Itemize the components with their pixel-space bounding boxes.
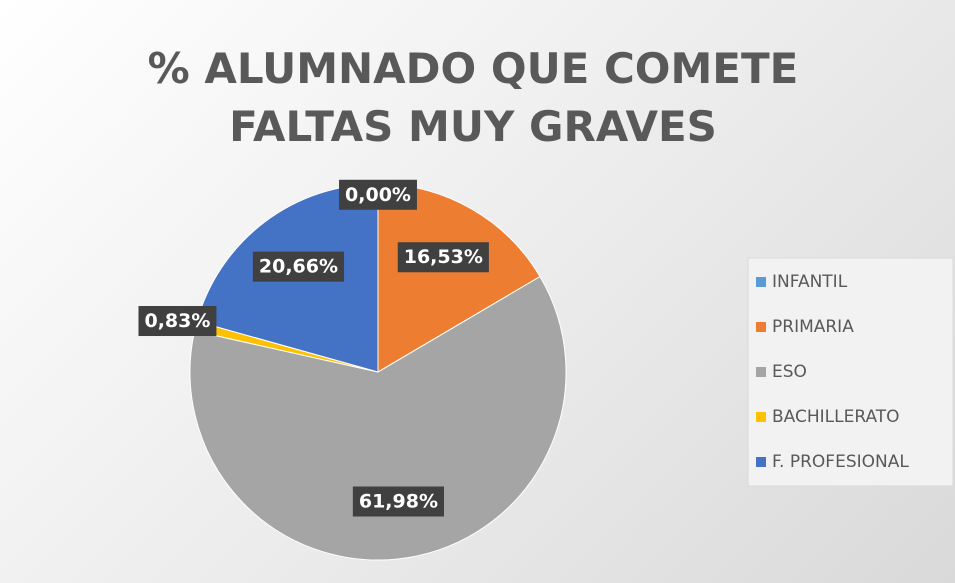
data-label-box <box>252 251 345 282</box>
legend-swatch <box>756 412 766 422</box>
legend-label: ESO <box>772 362 807 382</box>
data-label-text: 61,98% <box>359 491 438 513</box>
legend-label: PRIMARIA <box>772 317 854 337</box>
data-label: 61,98% <box>352 486 444 517</box>
data-label-text: 20,66% <box>259 256 338 278</box>
data-label-text: 16,53% <box>404 246 483 268</box>
chart-title: % ALUMNADO QUE COMETE FALTAS MUY GRAVES <box>147 44 799 151</box>
data-label: 0,00% <box>339 179 417 210</box>
data-label-box <box>138 306 217 337</box>
data-label: 0,83% <box>138 306 217 337</box>
data-label-box <box>397 242 489 273</box>
legend-swatch <box>756 457 766 467</box>
data-label-box <box>339 179 417 210</box>
legend-label: INFANTIL <box>772 272 848 292</box>
legend-box <box>747 257 954 487</box>
legend-swatch <box>756 367 766 377</box>
data-label: 20,66% <box>252 251 345 282</box>
legend-label: F. PROFESIONAL <box>772 452 909 472</box>
legend-label: BACHILLERATO <box>772 407 900 427</box>
pie-slice <box>189 275 567 561</box>
data-label-box <box>352 486 444 517</box>
data-label-text: 0,00% <box>345 184 411 206</box>
data-label: 16,53% <box>397 242 489 273</box>
legend-swatch <box>756 322 766 332</box>
legend-swatch <box>756 277 766 287</box>
data-label-text: 0,83% <box>144 310 210 332</box>
